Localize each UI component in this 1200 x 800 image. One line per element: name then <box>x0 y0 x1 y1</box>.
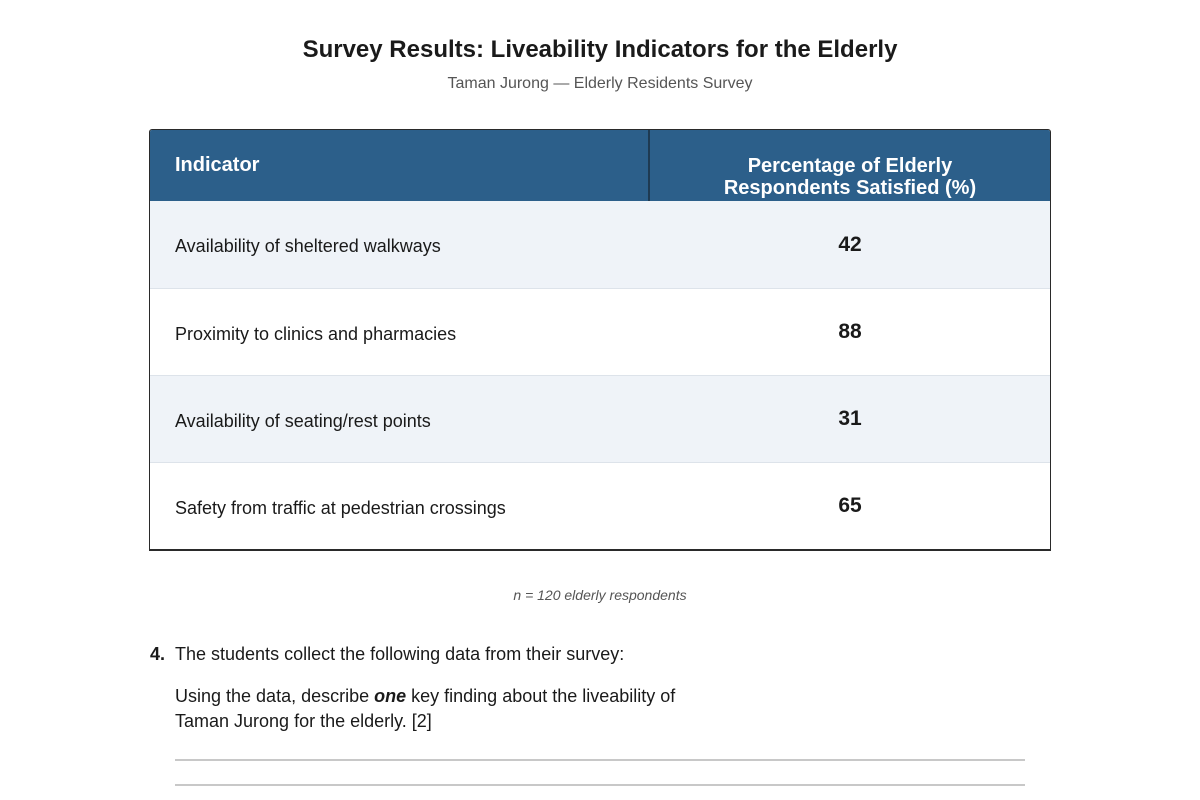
survey-table: Indicator Percentage of Elderly Responde… <box>149 129 1051 551</box>
prompt-text-after: key finding about the liveability of <box>406 686 676 706</box>
percentage-cell: 65 <box>838 494 862 517</box>
sample-size-note: n = 120 elderly respondents <box>513 587 687 603</box>
percentage-cell: 88 <box>838 320 862 343</box>
question-prompt: Using the data, describe one key finding… <box>175 684 715 734</box>
header-percentage-line1: Percentage of Elderly <box>747 154 953 177</box>
table-header: Indicator Percentage of Elderly Responde… <box>150 130 1050 201</box>
indicator-cell: Availability of seating/rest points <box>175 410 431 431</box>
indicator-cell: Availability of sheltered walkways <box>175 236 441 256</box>
prompt-text-line2: Taman Jurong for the elderly. [2] <box>175 711 432 731</box>
question-number: 4. <box>150 644 166 664</box>
answer-line[interactable] <box>175 759 1025 761</box>
prompt-emphasis: one <box>374 686 407 706</box>
header-indicator: Indicator <box>150 130 650 201</box>
page-title: Survey Results: Liveability Indicators f… <box>302 36 898 63</box>
indicator-cell: Proximity to clinics and pharmacies <box>175 323 457 344</box>
header-percentage: Percentage of Elderly Respondents Satisf… <box>650 130 1050 201</box>
header-percentage-line2: Respondents Satisfied (%) <box>723 176 977 199</box>
question-block: 4. The students collect the following da… <box>150 644 1050 731</box>
question-stem: The students collect the following data … <box>175 644 625 664</box>
table-body: Availability of sheltered walkways 42 Pr… <box>150 201 1050 549</box>
indicator-cell: Safety from traffic at pedestrian crossi… <box>175 497 506 518</box>
table-row: Availability of sheltered walkways 42 <box>150 201 1050 288</box>
answer-line[interactable] <box>175 784 1025 786</box>
percentage-cell: 31 <box>838 407 862 430</box>
table-row: Proximity to clinics and pharmacies 88 <box>150 288 1050 375</box>
page-subtitle: Taman Jurong — Elderly Residents Survey <box>447 75 753 92</box>
table-row: Safety from traffic at pedestrian crossi… <box>150 462 1050 549</box>
prompt-text-before: Using the data, describe <box>175 686 375 706</box>
percentage-cell: 42 <box>838 232 862 256</box>
table-row: Availability of seating/rest points 31 <box>150 375 1050 462</box>
